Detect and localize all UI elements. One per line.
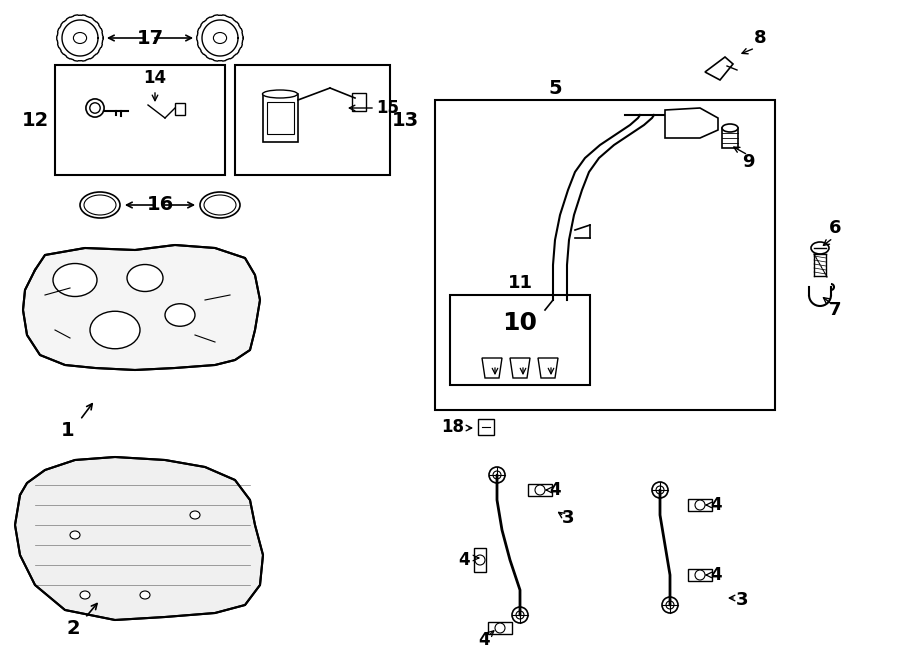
Ellipse shape	[74, 32, 86, 44]
Text: 5: 5	[548, 79, 562, 98]
Ellipse shape	[695, 570, 705, 580]
Polygon shape	[23, 245, 260, 370]
Bar	[352, 93, 366, 111]
Bar	[450, 295, 590, 385]
Polygon shape	[688, 569, 712, 581]
Polygon shape	[488, 622, 512, 634]
Text: 4: 4	[478, 631, 490, 649]
Bar	[235, 65, 390, 175]
Ellipse shape	[495, 623, 505, 633]
Text: 4: 4	[458, 551, 470, 569]
Bar	[267, 102, 294, 134]
Polygon shape	[538, 358, 558, 378]
Text: 9: 9	[742, 153, 754, 171]
Text: 12: 12	[22, 110, 49, 130]
Text: 13: 13	[392, 110, 418, 130]
Ellipse shape	[165, 304, 195, 327]
Text: 8: 8	[753, 29, 766, 47]
Polygon shape	[665, 108, 718, 138]
Ellipse shape	[84, 195, 116, 215]
Ellipse shape	[190, 511, 200, 519]
Ellipse shape	[512, 607, 528, 623]
Ellipse shape	[516, 611, 524, 619]
Ellipse shape	[140, 591, 150, 599]
Ellipse shape	[263, 90, 298, 98]
Polygon shape	[482, 358, 502, 378]
Ellipse shape	[213, 32, 227, 44]
Ellipse shape	[652, 482, 668, 498]
Text: 11: 11	[508, 274, 533, 292]
Ellipse shape	[90, 103, 100, 113]
Text: 6: 6	[829, 219, 842, 237]
Ellipse shape	[86, 99, 104, 117]
Polygon shape	[474, 548, 486, 572]
Text: 15: 15	[376, 99, 400, 117]
Ellipse shape	[695, 500, 705, 510]
Ellipse shape	[475, 555, 485, 565]
Ellipse shape	[656, 486, 664, 494]
Text: 18: 18	[442, 418, 464, 436]
Bar	[55, 65, 225, 175]
Ellipse shape	[493, 471, 501, 479]
Polygon shape	[15, 457, 263, 620]
Text: 4: 4	[710, 566, 722, 584]
Text: 16: 16	[147, 196, 174, 215]
Bar	[175, 103, 185, 115]
Ellipse shape	[666, 601, 674, 609]
Polygon shape	[478, 419, 494, 435]
Ellipse shape	[80, 591, 90, 599]
Ellipse shape	[535, 485, 545, 495]
Ellipse shape	[811, 242, 829, 254]
Ellipse shape	[722, 124, 738, 132]
Bar	[722, 128, 738, 148]
Bar	[435, 100, 775, 410]
Text: 4: 4	[710, 496, 722, 514]
Ellipse shape	[80, 192, 120, 218]
Ellipse shape	[489, 467, 505, 483]
Polygon shape	[705, 57, 733, 80]
Text: 14: 14	[143, 69, 166, 87]
Text: 1: 1	[61, 420, 75, 440]
Ellipse shape	[662, 597, 678, 613]
Text: 2: 2	[67, 619, 80, 637]
Ellipse shape	[53, 264, 97, 297]
Ellipse shape	[70, 531, 80, 539]
Text: 3: 3	[736, 591, 748, 609]
Text: 10: 10	[502, 311, 537, 335]
Bar	[263, 94, 298, 142]
Ellipse shape	[200, 192, 240, 218]
Text: 3: 3	[562, 509, 574, 527]
Polygon shape	[528, 484, 552, 496]
Text: 4: 4	[549, 481, 561, 499]
Ellipse shape	[90, 311, 140, 349]
Text: 17: 17	[137, 28, 164, 48]
Polygon shape	[510, 358, 530, 378]
Ellipse shape	[204, 195, 236, 215]
Text: 7: 7	[829, 301, 842, 319]
Ellipse shape	[127, 264, 163, 292]
Polygon shape	[688, 499, 712, 511]
